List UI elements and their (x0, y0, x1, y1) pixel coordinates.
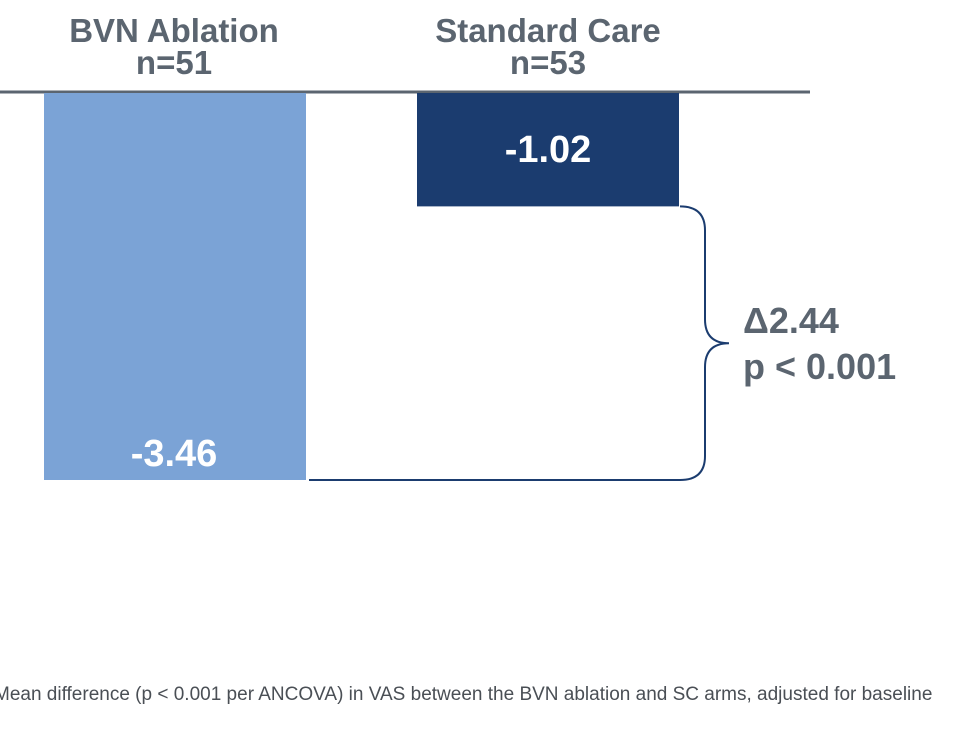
bar-1 (417, 93, 679, 207)
sample-size-label-0: n=51 (136, 44, 212, 81)
bar-0 (44, 93, 306, 480)
footnote: Mean difference (p < 0.001 per ANCOVA) i… (0, 684, 933, 705)
sample-size-label-1: n=53 (510, 44, 586, 81)
value-label-1: -1.02 (505, 129, 592, 171)
value-label-0: -3.46 (131, 433, 218, 475)
category-label-0: BVN Ablation (69, 12, 279, 49)
delta-label: Δ2.44 (743, 300, 839, 341)
delta-bracket (679, 205, 730, 481)
p-value-label: p < 0.001 (743, 346, 896, 387)
category-label-1: Standard Care (435, 12, 661, 49)
